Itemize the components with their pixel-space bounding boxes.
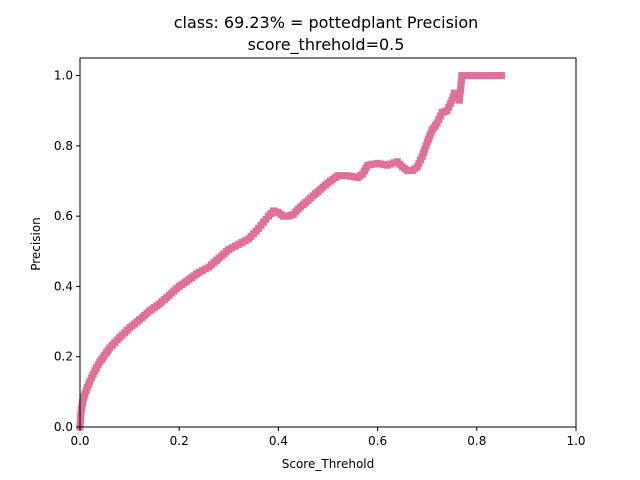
series-layer — [76, 72, 506, 431]
y-tick-label: 0.6 — [54, 209, 73, 223]
y-tick-label: 0.2 — [54, 350, 73, 364]
data-point-marker — [465, 72, 473, 80]
data-point-marker — [469, 72, 477, 80]
data-point-marker — [422, 142, 430, 150]
y-tick-label: 1.0 — [54, 69, 73, 83]
data-point-marker — [473, 72, 481, 80]
data-point-marker — [462, 72, 470, 80]
data-point-marker — [480, 72, 488, 80]
axes: 0.0 0.2 0.4 0.6 0.8 1.0 0.0 0.2 0.4 0.6 0.8 1.0 — [54, 57, 586, 448]
x-tick-label: 0.4 — [269, 434, 288, 448]
data-point-marker — [77, 413, 85, 420]
data-point-marker — [456, 93, 464, 101]
y-tick-label: 0.0 — [54, 420, 73, 434]
y-tick-label: 0.8 — [54, 139, 73, 153]
x-tick-label: 0.0 — [70, 434, 89, 448]
x-tick-label: 0.6 — [368, 434, 387, 448]
data-point-marker — [477, 72, 484, 80]
axes-frame — [79, 57, 577, 428]
y-axis-label: Precision — [29, 217, 43, 271]
y-tick-label: 0.4 — [54, 279, 73, 293]
chart-title-line1: class: 69.23% = pottedplant Precision — [174, 13, 479, 32]
data-point-marker — [449, 93, 457, 101]
data-point-marker — [458, 72, 466, 80]
x-tick-label: 0.8 — [467, 434, 486, 448]
x-tick-label: 1.0 — [566, 434, 585, 448]
x-axis-label: Score_Threhold — [282, 457, 375, 471]
data-point-marker — [484, 72, 492, 80]
chart-title-line2: score_threhold=0.5 — [248, 35, 405, 55]
x-tick-label: 0.2 — [170, 434, 189, 448]
data-point-marker — [498, 72, 506, 80]
